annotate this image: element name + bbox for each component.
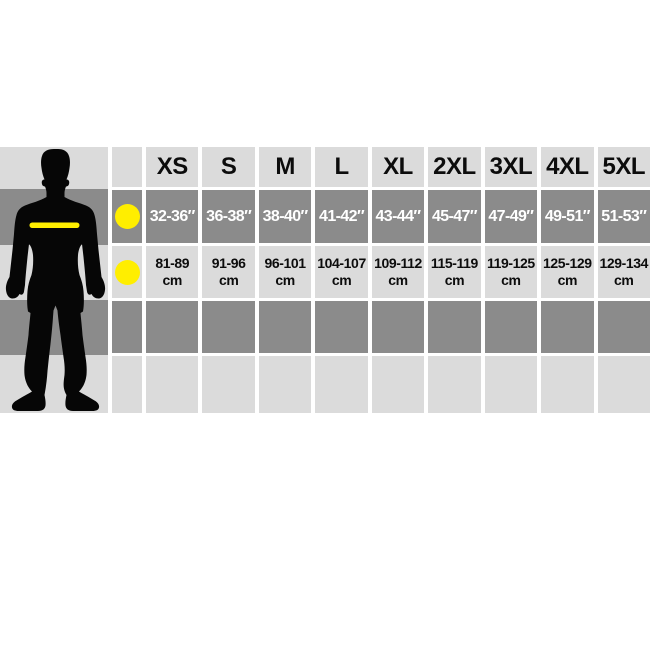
spacer-cell-light (146, 356, 199, 413)
chest-inches-cell: 47-49″ (484, 190, 538, 243)
chest-cm-value: 104-107 (317, 255, 366, 271)
spacer-cell-dark (202, 301, 255, 353)
cm-unit-label: cm (557, 272, 578, 288)
spacer-cell-light (597, 356, 650, 413)
cm-unit-label: cm (444, 272, 465, 288)
chest-inches-cell: 49-51″ (541, 190, 594, 243)
spacer-cell-dark (146, 301, 199, 353)
spacer-cell-dark (371, 301, 425, 353)
size-label: 3XL (489, 153, 533, 180)
size-header-4xl: 4XL (541, 147, 594, 187)
spacer-cell-dark (541, 301, 594, 353)
cm-unit-label: cm (388, 272, 408, 288)
cm-unit-label: cm (162, 272, 183, 288)
spacer-cell-light (258, 356, 312, 413)
chest-measure-dot-inches (114, 204, 140, 229)
size-header-s: S (202, 147, 255, 187)
chest-measure-dot-cm (114, 259, 140, 285)
body-silhouette-cell (0, 147, 108, 413)
chest-cm-cell: 125-129 cm (541, 246, 594, 298)
chest-inches-value: 51-53″ (601, 207, 647, 225)
spacer-cell-dark (597, 301, 650, 353)
chest-cm-value: 119-125 (486, 255, 535, 271)
chest-inches-cell: 32-36″ (146, 190, 199, 243)
spacer-cell-dark (315, 301, 368, 353)
chest-cm-cell: 109-112 cm (371, 246, 425, 298)
cm-unit-label: cm (331, 272, 352, 288)
spacer-cell-dark (484, 301, 538, 353)
spacer-cell-dark (428, 301, 481, 353)
chest-inches-value: 38-40″ (262, 207, 309, 225)
indicator-spacer-dark (112, 301, 142, 353)
size-label: 2XL (433, 153, 476, 180)
size-label: S (220, 153, 237, 180)
size-header-m: M (258, 147, 312, 187)
indicator-spacer-light (112, 356, 142, 413)
chest-inches-value: 43-44″ (375, 207, 421, 225)
indicator-header-cell (112, 147, 142, 187)
chest-cm-value: 125-129 (543, 255, 592, 271)
chest-cm-value: 109-112 (374, 255, 422, 271)
chest-cm-cell: 91-96 cm (202, 246, 255, 298)
chest-inches-cell: 45-47″ (428, 190, 481, 243)
chest-cm-cell: 119-125 cm (484, 246, 538, 298)
chest-inches-cell: 51-53″ (597, 190, 650, 243)
size-header-3xl: 3XL (484, 147, 538, 187)
size-header-l: L (315, 147, 368, 187)
chest-cm-value: 115-119 (430, 255, 478, 271)
size-label: XL (383, 153, 413, 180)
size-label: 5XL (602, 153, 646, 180)
cm-unit-label: cm (218, 272, 239, 288)
cm-unit-label: cm (275, 272, 295, 288)
chest-cm-value: 96-101 (264, 255, 307, 271)
size-label: L (334, 153, 349, 180)
chest-inches-value: 45-47″ (431, 207, 478, 225)
cm-unit-label: cm (614, 272, 634, 288)
chest-cm-value: 91-96 (211, 255, 246, 271)
indicator-inches-cell (112, 190, 142, 243)
size-label: XS (156, 153, 189, 180)
chest-cm-value: 129-134 (599, 255, 649, 271)
spacer-cell-light (484, 356, 538, 413)
chest-cm-cell: 115-119 cm (428, 246, 481, 298)
size-header-2xl: 2XL (428, 147, 481, 187)
chest-inches-value: 41-42″ (319, 207, 365, 225)
chest-cm-value: 81-89 (155, 255, 190, 271)
size-header-xs: XS (146, 147, 199, 187)
chest-inches-value: 47-49″ (488, 207, 534, 225)
size-header-5xl: 5XL (597, 147, 650, 187)
chest-cm-cell: 104-107 cm (315, 246, 368, 298)
chest-inches-cell: 36-38″ (202, 190, 255, 243)
chest-inches-value: 49-51″ (544, 207, 591, 225)
spacer-cell-light (202, 356, 255, 413)
chest-inches-value: 32-36″ (149, 207, 196, 225)
indicator-cm-cell (112, 246, 142, 298)
chest-inches-cell: 41-42″ (315, 190, 368, 243)
size-label: M (275, 153, 295, 180)
cm-unit-label: cm (501, 272, 521, 288)
size-label: 4XL (546, 153, 589, 180)
chest-inches-value: 36-38″ (206, 207, 252, 225)
spacer-cell-light (315, 356, 368, 413)
spacer-cell-light (428, 356, 481, 413)
chest-cm-cell: 81-89 cm (146, 246, 199, 298)
chest-inches-cell: 38-40″ (258, 190, 312, 243)
size-header-xl: XL (371, 147, 425, 187)
size-columns-grid: XS S M L XL 2XL 3XL 4XL 5XL 32-36″ 36-38″ 38-40″ 41-… (146, 147, 650, 413)
chest-cm-cell: 129-134 cm (597, 246, 650, 298)
measure-indicator-column (112, 147, 142, 413)
spacer-cell-light (371, 356, 425, 413)
man-silhouette-icon (5, 149, 106, 411)
chest-cm-cell: 96-101 cm (258, 246, 312, 298)
spacer-cell-light (541, 356, 594, 413)
chest-inches-cell: 43-44″ (371, 190, 425, 243)
size-chart-table: XS S M L XL 2XL 3XL 4XL 5XL 32-36″ 36-38″ 38-40″ 41-… (0, 147, 650, 413)
spacer-cell-dark (258, 301, 312, 353)
chest-measure-band (29, 222, 80, 228)
